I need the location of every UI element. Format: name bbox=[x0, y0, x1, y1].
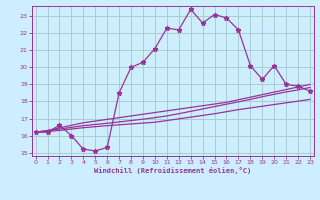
X-axis label: Windchill (Refroidissement éolien,°C): Windchill (Refroidissement éolien,°C) bbox=[94, 167, 252, 174]
